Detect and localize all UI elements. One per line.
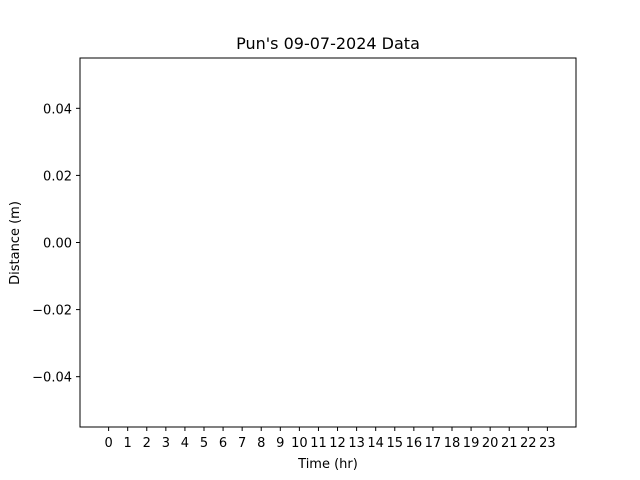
x-tick-label: 5 (200, 436, 208, 451)
y-tick-label: 0.04 (43, 102, 72, 117)
x-tick-label: 21 (501, 436, 518, 451)
x-tick-label: 8 (257, 436, 265, 451)
x-tick-label: 19 (463, 436, 480, 451)
x-tick-label: 9 (276, 436, 284, 451)
x-tick-label: 1 (124, 436, 132, 451)
x-tick-label: 13 (348, 436, 365, 451)
x-tick-label: 17 (425, 436, 442, 451)
x-tick-label: 3 (162, 436, 170, 451)
y-tick-label: −0.02 (32, 304, 72, 319)
y-tick-label: 0.00 (43, 237, 72, 252)
x-tick-label: 15 (386, 436, 403, 451)
x-tick-label: 20 (482, 436, 499, 451)
x-tick-label: 4 (181, 436, 189, 451)
x-tick-label: 11 (310, 436, 327, 451)
x-tick-label: 0 (104, 436, 112, 451)
y-tick-label: −0.04 (32, 371, 72, 386)
x-tick-label: 16 (406, 436, 423, 451)
y-tick-label: 0.02 (43, 169, 72, 184)
x-tick-label: 18 (444, 436, 461, 451)
x-tick-label: 10 (291, 436, 308, 451)
plot-area (79, 57, 577, 428)
x-tick-label: 23 (539, 436, 556, 451)
x-axis-label: Time (hr) (297, 457, 358, 472)
y-axis: 0.04 0.02 0.00 −0.02 −0.04 (32, 102, 80, 386)
x-tick-label: 7 (238, 436, 246, 451)
x-tick-label: 12 (329, 436, 346, 451)
y-axis-label: Distance (m) (8, 201, 23, 285)
chart-title: Pun's 09-07-2024 Data (236, 34, 420, 53)
x-tick-label: 14 (367, 436, 384, 451)
x-tick-label: 2 (143, 436, 151, 451)
x-tick-label: 22 (520, 436, 537, 451)
x-axis: 0 1 2 3 4 5 6 7 8 9 10 11 12 13 14 15 16 17 18 19 20 21 22 23 (104, 427, 556, 451)
x-tick-label: 6 (219, 436, 227, 451)
